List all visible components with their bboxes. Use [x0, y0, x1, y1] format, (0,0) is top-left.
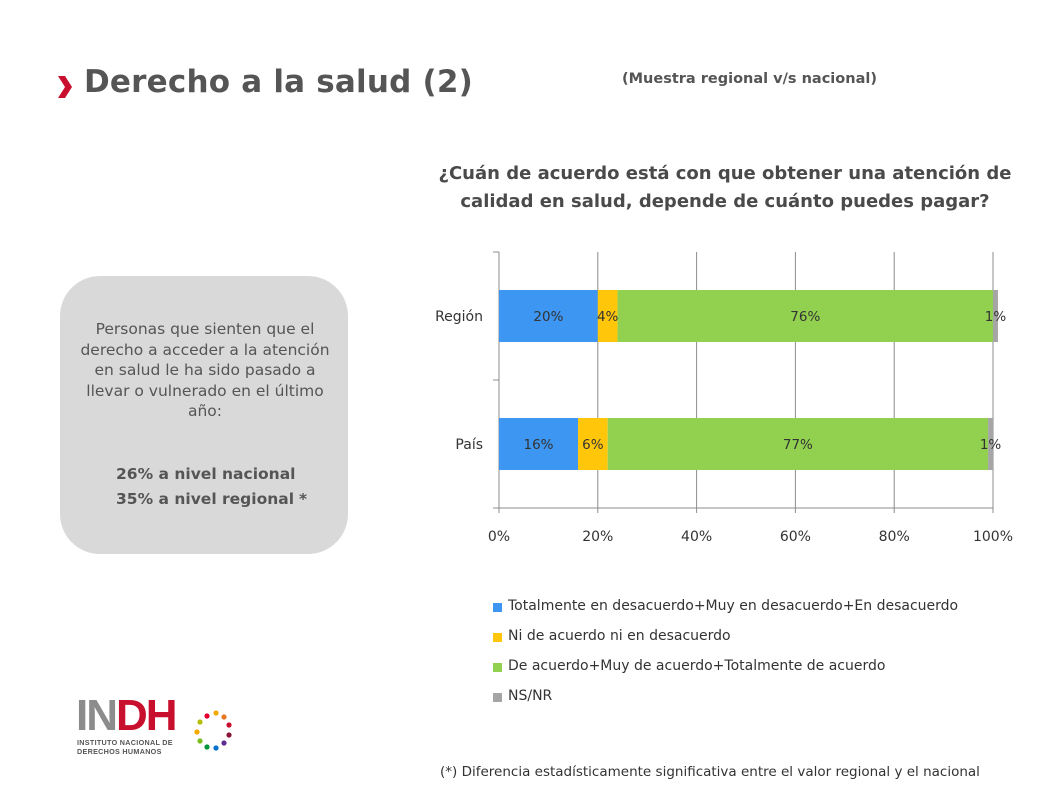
asterisk-mark: * — [299, 490, 308, 508]
bar-segment — [988, 418, 993, 470]
legend-label: De acuerdo+Muy de acuerdo+Totalmente de … — [508, 658, 886, 674]
data-label: 1% — [980, 437, 1002, 453]
data-label: 6% — [582, 437, 604, 453]
data-label: 77% — [783, 437, 813, 453]
logo-dots-icon — [194, 710, 232, 751]
logo-line-1: INSTITUTO NACIONAL DE — [77, 738, 173, 747]
bar-segment — [617, 290, 993, 342]
stat-national-text: 26% a nivel nacional — [116, 465, 296, 483]
legend-swatch — [493, 693, 502, 702]
info-box-text: Personas que sienten que el derecho a ac… — [80, 320, 330, 421]
bar-segment — [499, 290, 598, 342]
data-label: 20% — [533, 309, 563, 325]
page-title: Derecho a la salud (2) — [84, 64, 474, 100]
legend-swatch — [493, 663, 502, 672]
bar-segment — [607, 418, 989, 470]
bar-segment — [597, 290, 618, 342]
category-label: País — [455, 437, 483, 453]
stat-national: 26% a nivel nacional — [116, 465, 295, 483]
legend-label: Totalmente en desacuerdo+Muy en desacuer… — [508, 598, 959, 614]
title-chevron-icon — [58, 76, 72, 98]
footnote: (*) Diferencia estadísticamente signific… — [440, 764, 980, 780]
x-tick-label: 100% — [973, 529, 1013, 545]
x-tick-label: 0% — [488, 529, 510, 545]
bar-segment — [993, 290, 998, 342]
legend-label: Ni de acuerdo ni en desacuerdo — [508, 628, 731, 644]
indh-logo: INDH INSTITUTO NACIONAL DE DERECHOS HUMA… — [76, 694, 236, 764]
info-box — [60, 276, 348, 554]
bar-segment — [578, 418, 608, 470]
x-tick-label: 20% — [582, 529, 613, 545]
legend-swatch — [493, 603, 502, 612]
data-label: 76% — [790, 309, 820, 325]
logo-line-2: DERECHOS HUMANOS — [77, 747, 162, 756]
legend-swatch — [493, 633, 502, 642]
data-label: 16% — [524, 437, 554, 453]
chart-title: ¿Cuán de acuerdo está con que obtener un… — [438, 163, 1012, 212]
stat-regional-text: 35% a nivel regional — [116, 490, 295, 508]
data-label: 4% — [597, 309, 619, 325]
logo-wordmark: INDH — [76, 691, 178, 740]
page-subtitle: (Muestra regional v/s nacional) — [622, 71, 877, 87]
category-label: Región — [435, 309, 483, 325]
bar-segment — [499, 418, 579, 470]
data-label: 1% — [985, 309, 1007, 325]
x-tick-label: 80% — [879, 529, 910, 545]
x-tick-label: 60% — [780, 529, 811, 545]
stat-regional: 35% a nivel regional * — [116, 490, 307, 508]
legend-label: NS/NR — [508, 688, 553, 704]
x-tick-label: 40% — [681, 529, 712, 545]
